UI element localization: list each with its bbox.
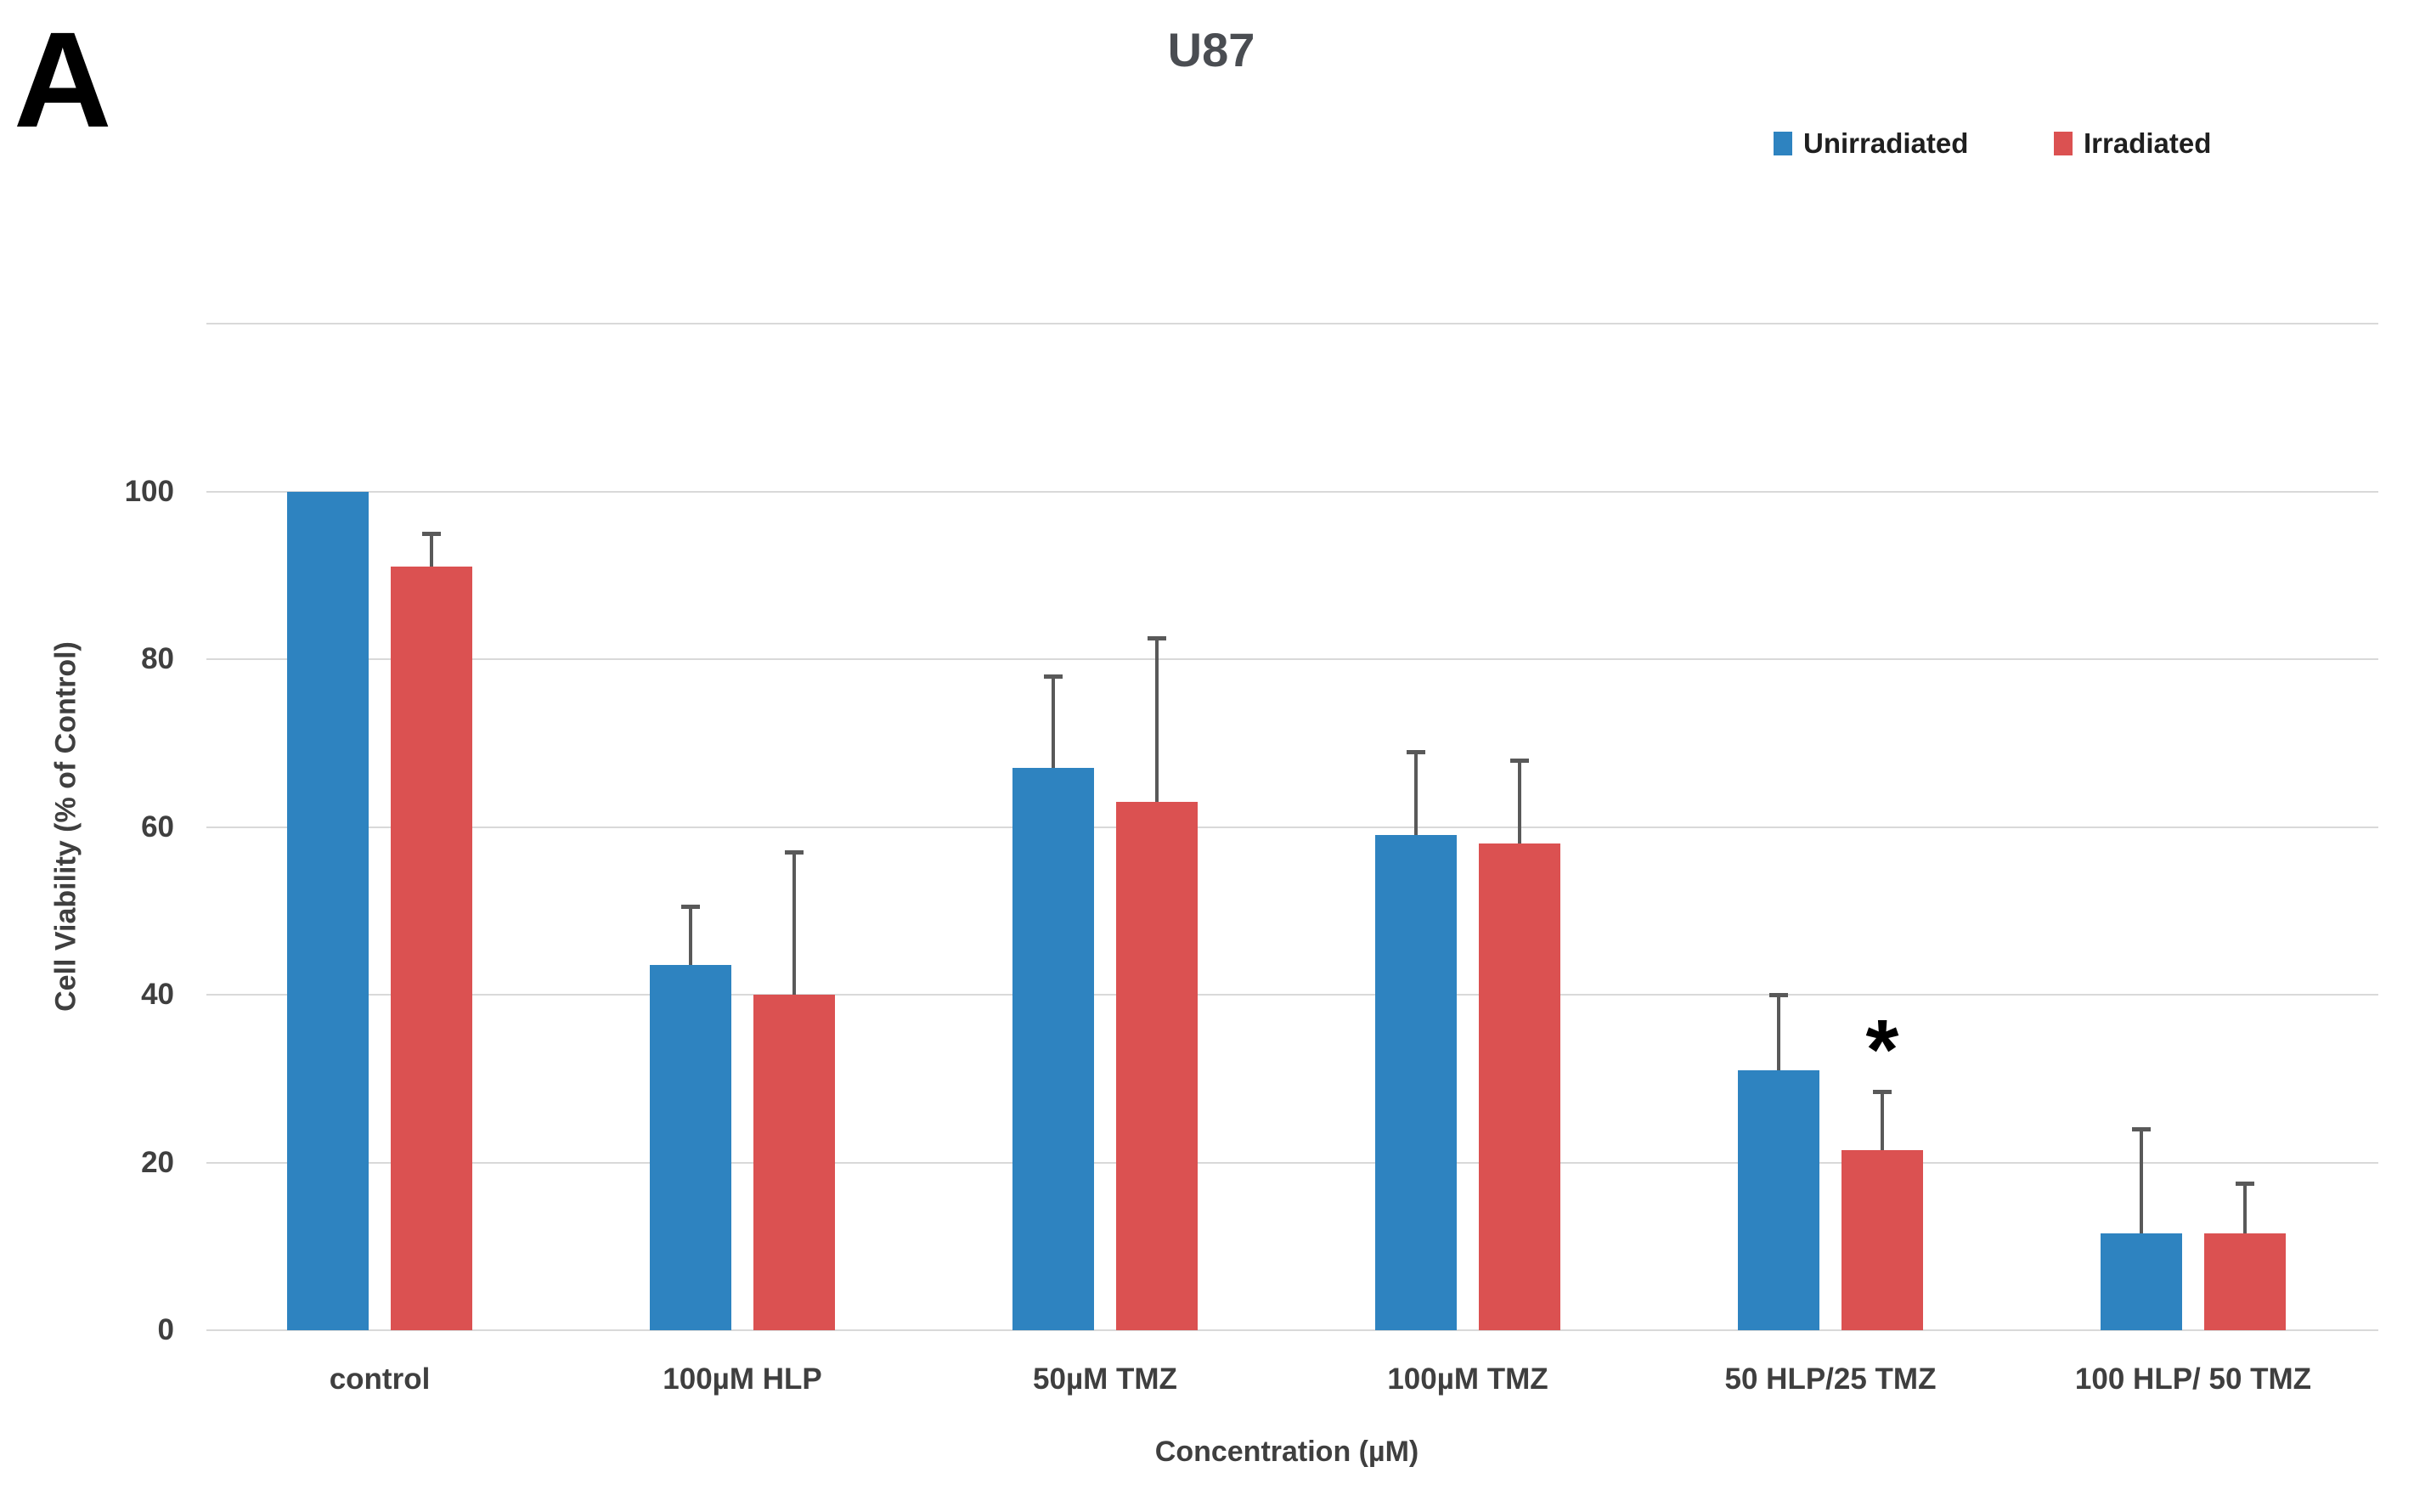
error-cap-irradiated-4	[1873, 1089, 1892, 1094]
bar-unirradiated-1	[650, 965, 731, 1330]
error-whisker-unirradiated-5	[2140, 1129, 2143, 1234]
error-whisker-unirradiated-3	[1414, 751, 1418, 836]
gridline-20	[206, 1161, 2378, 1164]
bar-unirradiated-4	[1738, 1069, 1819, 1330]
x-tick-label-4: 50 HLP/25 TMZ	[1724, 1362, 1937, 1396]
bar-unirradiated-5	[2101, 1233, 2182, 1330]
error-whisker-unirradiated-4	[1777, 995, 1780, 1070]
error-cap-irradiated-1	[785, 850, 804, 855]
bar-irradiated-3	[1479, 843, 1560, 1330]
bar-irradiated-0	[391, 567, 472, 1330]
y-tick-label-40: 40	[141, 978, 174, 1011]
bar-irradiated-5	[2204, 1233, 2286, 1330]
gridline-80	[206, 658, 2378, 660]
gridline-40	[206, 994, 2378, 996]
chart-title: U87	[1167, 23, 1255, 76]
panel-label: A	[14, 3, 112, 155]
error-cap-unirradiated-4	[1769, 993, 1788, 997]
error-cap-unirradiated-2	[1044, 674, 1063, 679]
error-whisker-irradiated-5	[2243, 1183, 2247, 1234]
legend-label-unirradiated: Unirradiated	[1803, 127, 1969, 159]
error-whisker-unirradiated-1	[689, 906, 692, 966]
y-tick-label-20: 20	[141, 1145, 174, 1179]
legend-item-irradiated: Irradiated	[2054, 127, 2211, 160]
x-tick-label-0: control	[329, 1362, 431, 1396]
gridline-120	[206, 323, 2378, 324]
gridline-100	[206, 490, 2378, 493]
legend-swatch-irradiated	[2054, 132, 2073, 155]
y-tick-label-60: 60	[141, 810, 174, 843]
legend-item-unirradiated: Unirradiated	[1774, 127, 1968, 160]
error-whisker-irradiated-1	[792, 852, 796, 995]
x-tick-label-2: 50µM TMZ	[1033, 1362, 1177, 1396]
bar-unirradiated-2	[1012, 768, 1094, 1330]
gridline-0	[206, 1329, 2378, 1331]
bar-irradiated-1	[753, 995, 835, 1330]
y-tick-label-0: 0	[157, 1313, 174, 1346]
gridline-60	[206, 826, 2378, 828]
x-tick-label-3: 100µM TMZ	[1387, 1362, 1548, 1396]
error-whisker-unirradiated-2	[1052, 675, 1055, 769]
y-tick-label-100: 100	[124, 474, 174, 508]
bar-irradiated-2	[1116, 801, 1198, 1330]
error-cap-unirradiated-3	[1407, 749, 1425, 754]
error-cap-irradiated-5	[2236, 1182, 2254, 1187]
legend-label-irradiated: Irradiated	[2084, 127, 2212, 159]
error-cap-irradiated-0	[422, 531, 441, 536]
bar-unirradiated-3	[1375, 835, 1457, 1330]
error-cap-unirradiated-5	[2132, 1127, 2151, 1131]
x-tick-label-5: 100 HLP/ 50 TMZ	[2074, 1362, 2312, 1396]
error-whisker-irradiated-4	[1881, 1091, 1884, 1150]
error-whisker-irradiated-2	[1155, 638, 1159, 802]
error-whisker-irradiated-3	[1518, 759, 1521, 844]
error-cap-unirradiated-1	[681, 905, 700, 910]
y-tick-label-80: 80	[141, 642, 174, 675]
error-whisker-irradiated-0	[430, 533, 433, 567]
legend-swatch-unirradiated	[1774, 132, 1792, 155]
error-cap-irradiated-3	[1510, 758, 1529, 763]
significance-asterisk: *	[1865, 1002, 1899, 1097]
x-tick-label-1: 100µM HLP	[663, 1362, 822, 1396]
error-cap-irradiated-2	[1148, 636, 1166, 641]
bar-irradiated-4	[1842, 1149, 1923, 1330]
x-axis-title: Concentration (µM)	[1154, 1436, 1419, 1468]
bar-unirradiated-0	[287, 491, 369, 1330]
